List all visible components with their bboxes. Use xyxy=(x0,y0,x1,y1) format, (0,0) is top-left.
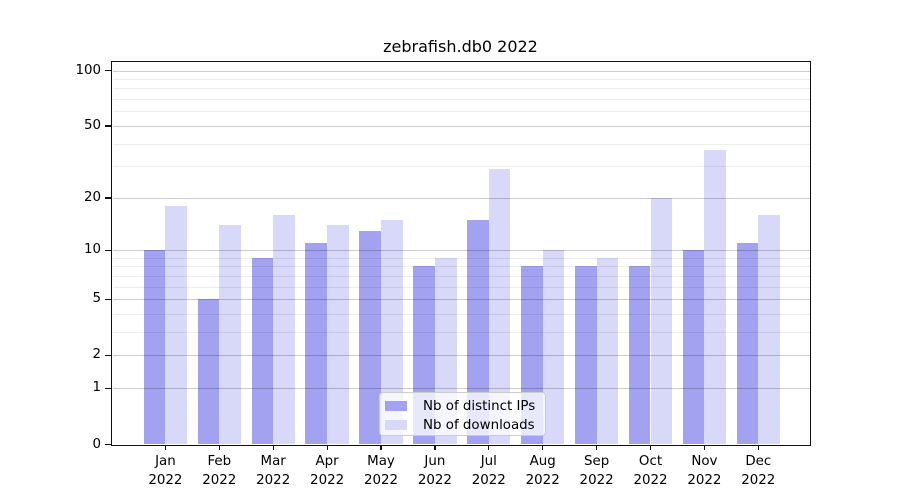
y-tick-10 xyxy=(105,249,111,252)
bar-jul-downloads xyxy=(488,168,511,445)
bar-apr-downloads xyxy=(327,225,349,445)
major-gridline-1 xyxy=(112,388,810,390)
x-tick-may xyxy=(380,444,382,450)
bar-oct-distinct-ips xyxy=(628,266,651,445)
x-tick-oct xyxy=(649,444,652,450)
x-tick-label-jan: Jan 2022 xyxy=(148,453,183,488)
y-tick-label-1: 1 xyxy=(92,380,101,396)
x-tick-aug xyxy=(542,444,544,450)
bar-aug-downloads xyxy=(542,250,565,445)
y-tick-1 xyxy=(105,387,111,390)
major-gridline-50 xyxy=(112,125,810,127)
y-tick-20 xyxy=(105,197,111,199)
y-tick-label-2: 2 xyxy=(92,347,101,363)
legend-entry-downloads: Nb of downloads xyxy=(385,416,545,434)
minor-gridline-60 xyxy=(112,111,810,113)
bar-jul-distinct-ips xyxy=(467,219,489,445)
minor-gridline-90 xyxy=(112,79,810,81)
legend-swatch-downloads xyxy=(385,420,407,430)
y-tick-label-20: 20 xyxy=(83,189,101,205)
bar-dec-distinct-ips xyxy=(736,243,759,445)
bar-feb-downloads xyxy=(219,225,241,445)
minor-gridline-40 xyxy=(112,143,810,145)
bar-may-downloads xyxy=(381,219,403,445)
minor-gridline-6 xyxy=(112,286,810,288)
bar-may-distinct-ips xyxy=(359,230,381,445)
minor-gridline-3 xyxy=(112,332,810,334)
x-tick-label-sep: Sep 2022 xyxy=(579,453,614,488)
bar-nov-distinct-ips xyxy=(682,250,705,445)
major-gridline-5 xyxy=(112,299,810,301)
x-tick-label-jul: Jul 2022 xyxy=(471,453,506,488)
x-tick-jul xyxy=(488,444,490,450)
x-tick-dec xyxy=(757,444,759,450)
x-tick-label-jun: Jun 2022 xyxy=(417,453,452,488)
bar-apr-distinct-ips xyxy=(305,243,328,445)
legend-label-distinct-ips: Nb of distinct IPs xyxy=(423,398,536,414)
x-tick-label-aug: Aug 2022 xyxy=(525,453,560,488)
bar-mar-distinct-ips xyxy=(251,257,274,445)
y-tick-5 xyxy=(105,298,111,301)
y-tick-0 xyxy=(105,444,111,446)
chart-title: zebrafish.db0 2022 xyxy=(383,37,538,56)
minor-gridline-80 xyxy=(112,88,810,90)
x-tick-nov xyxy=(703,444,706,450)
minor-gridline-70 xyxy=(112,99,810,101)
y-tick-label-10: 10 xyxy=(83,242,101,258)
x-tick-sep xyxy=(596,444,598,450)
legend-entry-distinct-ips: Nb of distinct IPs xyxy=(385,397,545,415)
x-tick-jun xyxy=(434,444,436,450)
legend-swatch-distinct-ips xyxy=(385,401,407,411)
x-tick-jan xyxy=(164,444,167,450)
major-gridline-100 xyxy=(112,70,810,72)
minor-gridline-8 xyxy=(112,266,810,268)
minor-gridline-4 xyxy=(112,314,810,316)
x-tick-apr xyxy=(326,444,328,450)
bar-mar-downloads xyxy=(273,214,295,445)
x-tick-mar xyxy=(272,444,274,450)
legend: Nb of distinct IPs Nb of downloads xyxy=(379,392,546,436)
minor-gridline-30 xyxy=(112,166,810,168)
bar-nov-downloads xyxy=(704,149,727,445)
y-tick-2 xyxy=(105,354,111,357)
x-tick-label-feb: Feb 2022 xyxy=(202,453,237,488)
x-tick-label-may: May 2022 xyxy=(363,453,399,488)
y-tick-label-0: 0 xyxy=(92,436,101,452)
bar-oct-downloads xyxy=(650,197,673,445)
x-tick-label-oct: Oct 2022 xyxy=(633,453,668,488)
x-tick-label-dec: Dec 2022 xyxy=(741,453,776,488)
y-tick-50 xyxy=(105,125,111,127)
minor-gridline-7 xyxy=(112,276,810,278)
bar-dec-downloads xyxy=(758,214,780,445)
major-gridline-10 xyxy=(112,250,810,252)
x-tick-label-apr: Apr 2022 xyxy=(310,453,345,488)
bar-sep-distinct-ips xyxy=(574,266,597,445)
legend-label-downloads: Nb of downloads xyxy=(423,417,535,433)
x-tick-label-mar: Mar 2022 xyxy=(256,453,291,488)
x-tick-feb xyxy=(218,444,220,450)
bar-sep-downloads xyxy=(596,257,619,445)
major-gridline-20 xyxy=(112,197,810,199)
major-gridline-2 xyxy=(112,355,810,357)
minor-gridline-9 xyxy=(112,257,810,259)
bar-jan-downloads xyxy=(165,205,188,445)
y-tick-100 xyxy=(105,70,111,72)
y-tick-label-100: 100 xyxy=(75,62,101,78)
x-tick-label-nov: Nov 2022 xyxy=(687,453,722,488)
bar-feb-distinct-ips xyxy=(197,299,220,445)
y-tick-label-5: 5 xyxy=(92,291,101,307)
y-tick-label-50: 50 xyxy=(83,117,101,133)
bar-jan-distinct-ips xyxy=(143,250,166,445)
